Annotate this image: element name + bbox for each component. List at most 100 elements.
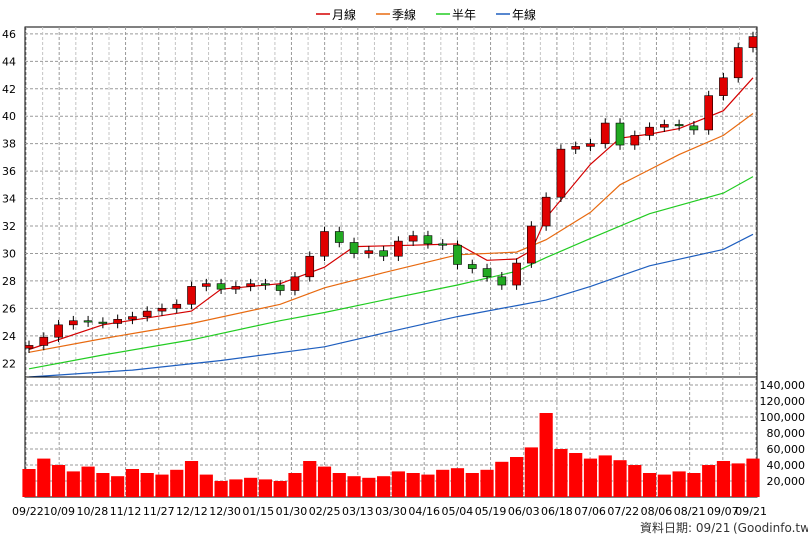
candle-body <box>157 308 167 312</box>
volume-bar <box>140 473 154 497</box>
volume-tick-label: 20,000 <box>767 475 806 488</box>
price-tick-label: 30 <box>2 247 16 260</box>
candle-body <box>423 235 433 245</box>
volume-bar <box>22 469 36 497</box>
price-tick-label: 38 <box>2 138 16 151</box>
candle-body <box>615 122 625 146</box>
price-tick-label: 42 <box>2 83 16 96</box>
price-tick-label: 26 <box>2 302 16 315</box>
volume-bar <box>377 476 391 497</box>
legend-label-halfyear: 半年 <box>452 8 476 22</box>
candle-body <box>54 324 63 338</box>
volume-bar <box>332 473 346 497</box>
volume-bar <box>317 466 332 497</box>
volume-bar <box>436 469 450 497</box>
candle-body <box>467 264 477 269</box>
candle-body <box>600 122 610 144</box>
candle-body <box>379 250 388 257</box>
volume-y-axis: 140,000 120,000 100,000 80,000 60,000 40,000 2… <box>760 379 806 488</box>
volume-tick-label: 80,000 <box>767 427 806 440</box>
volume-bar <box>214 481 228 497</box>
volume-bar <box>539 413 553 497</box>
candle-body <box>630 135 640 146</box>
candle-body <box>128 316 137 320</box>
volume-bar <box>524 447 538 497</box>
candle-body <box>689 125 699 131</box>
date-tick-label: 09/07 <box>707 505 739 518</box>
candle-body <box>216 283 226 290</box>
volume-bar <box>288 473 302 497</box>
source-label: (Goodinfo.tw) <box>733 521 808 535</box>
volume-tick-label: 120,000 <box>760 395 806 408</box>
candle-body <box>748 36 758 48</box>
legend-label-quarter: 季線 <box>392 7 416 22</box>
volume-bar <box>598 455 612 497</box>
candle-body <box>231 286 241 290</box>
date-axis: 09/22 10/09 10/28 11/12 11/27 12/12 12/30 01/15… <box>12 505 767 518</box>
volume-tick-label: 140,000 <box>760 379 806 392</box>
candle-body <box>660 124 669 128</box>
volume-bar <box>244 477 258 497</box>
candle-body <box>39 336 49 346</box>
candle-body <box>438 243 448 246</box>
candle-body <box>290 276 300 291</box>
volume-bar <box>554 449 568 497</box>
legend-label-month: 月線 <box>332 7 356 22</box>
volume-bar <box>229 479 243 497</box>
candle-body <box>113 319 122 324</box>
price-tick-label: 44 <box>2 55 16 68</box>
date-tick-label: 08/21 <box>674 505 706 518</box>
volume-bar <box>613 460 627 497</box>
volume-tick-label: 40,000 <box>767 459 806 472</box>
volume-bar <box>702 465 716 497</box>
volume-bar <box>465 473 479 497</box>
candle-body <box>571 146 581 150</box>
data-date-label: 資料日期: 09/21 <box>640 521 730 535</box>
candle-body <box>394 240 403 257</box>
volume-bar <box>406 473 420 497</box>
candle-body <box>453 244 462 265</box>
candle-body <box>364 250 374 254</box>
price-tick-label: 28 <box>2 275 16 288</box>
price-tick-label: 40 <box>2 110 16 123</box>
candle-body <box>98 321 108 324</box>
date-tick-label: 04/16 <box>408 505 440 518</box>
candle-body <box>69 320 78 326</box>
volume-bar <box>170 469 184 497</box>
candle-body <box>408 235 418 242</box>
candle-body <box>349 242 359 254</box>
date-tick-label: 11/27 <box>143 505 175 518</box>
date-tick-label: 08/06 <box>641 505 673 518</box>
candle-body <box>645 126 654 136</box>
volume-bar <box>480 469 494 497</box>
candle-body <box>719 77 728 96</box>
date-tick-label: 06/18 <box>541 505 573 518</box>
ma-line-年線 <box>28 233 754 378</box>
volume-bar <box>391 471 405 497</box>
price-panel: 22 24 26 28 30 32 34 36 38 40 42 44 46 <box>2 26 758 378</box>
price-tick-label: 36 <box>2 165 16 178</box>
date-tick-label: 07/22 <box>607 505 639 518</box>
date-tick-label: 10/28 <box>77 505 109 518</box>
candle-body <box>556 148 566 198</box>
price-tick-label: 32 <box>2 220 16 233</box>
volume-bar <box>199 474 213 497</box>
price-grid <box>25 27 757 377</box>
legend-label-year: 年線 <box>512 7 536 22</box>
volume-bar <box>450 468 465 497</box>
price-tick-label: 24 <box>2 330 16 343</box>
volume-bar <box>155 474 169 497</box>
date-tick-label: 06/03 <box>508 505 540 518</box>
price-tick-label: 34 <box>2 193 16 206</box>
volume-bar <box>111 476 125 497</box>
candle-body <box>541 196 551 227</box>
candle-body <box>261 283 270 286</box>
volume-bar <box>716 461 731 497</box>
date-tick-label: 10/09 <box>43 505 75 518</box>
price-y-axis: 22 24 26 28 30 32 34 36 38 40 42 44 46 <box>2 28 16 370</box>
ma-line-半年 <box>28 176 754 370</box>
candle-body <box>305 255 315 278</box>
candle-body <box>497 276 507 286</box>
date-tick-label: 09/22 <box>12 505 44 518</box>
